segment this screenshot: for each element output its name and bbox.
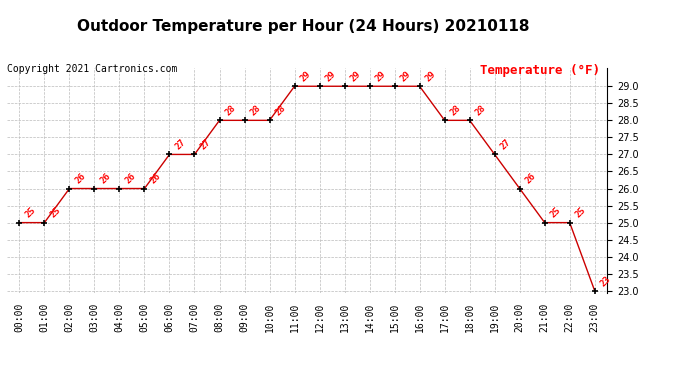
Text: 28: 28 bbox=[274, 104, 288, 118]
Text: 29: 29 bbox=[374, 69, 388, 84]
Text: 25: 25 bbox=[549, 206, 563, 220]
Text: 27: 27 bbox=[199, 138, 213, 152]
Text: Outdoor Temperature per Hour (24 Hours) 20210118: Outdoor Temperature per Hour (24 Hours) … bbox=[77, 19, 530, 34]
Text: 26: 26 bbox=[99, 172, 112, 186]
Text: 27: 27 bbox=[499, 138, 513, 152]
Text: 29: 29 bbox=[348, 69, 363, 84]
Text: 26: 26 bbox=[148, 172, 163, 186]
Text: Temperature (°F): Temperature (°F) bbox=[480, 64, 600, 77]
Text: 28: 28 bbox=[448, 104, 463, 118]
Text: 28: 28 bbox=[474, 104, 488, 118]
Text: 25: 25 bbox=[48, 206, 63, 220]
Text: 25: 25 bbox=[574, 206, 588, 220]
Text: 29: 29 bbox=[399, 69, 413, 84]
Text: 26: 26 bbox=[74, 172, 88, 186]
Text: 23: 23 bbox=[599, 274, 613, 288]
Text: 29: 29 bbox=[299, 69, 313, 84]
Text: 28: 28 bbox=[248, 104, 263, 118]
Text: 26: 26 bbox=[524, 172, 538, 186]
Text: 29: 29 bbox=[424, 69, 437, 84]
Text: 25: 25 bbox=[23, 206, 37, 220]
Text: 26: 26 bbox=[124, 172, 137, 186]
Text: 28: 28 bbox=[224, 104, 237, 118]
Text: 29: 29 bbox=[324, 69, 337, 84]
Text: 27: 27 bbox=[174, 138, 188, 152]
Text: Copyright 2021 Cartronics.com: Copyright 2021 Cartronics.com bbox=[7, 64, 177, 74]
